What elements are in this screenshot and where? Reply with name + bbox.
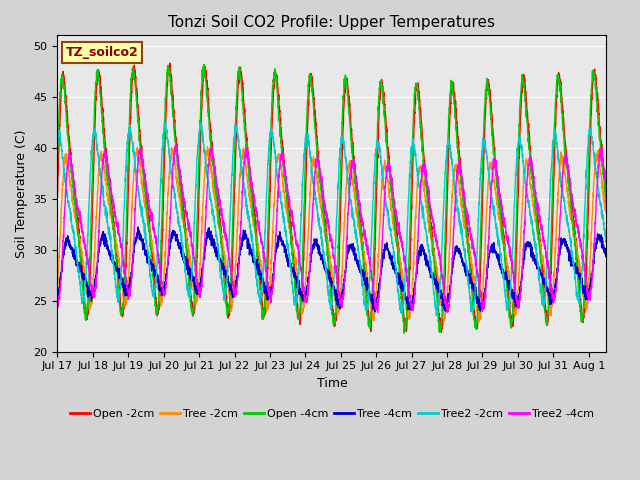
Open -4cm <box>533 221 541 227</box>
Tree -2cm <box>603 210 611 216</box>
Tree2 -4cm <box>288 214 296 219</box>
Open -2cm <box>288 235 296 240</box>
Tree2 -2cm <box>592 171 600 177</box>
Tree2 -4cm <box>54 296 61 302</box>
Tree2 -2cm <box>54 136 61 142</box>
Open -4cm <box>288 243 296 249</box>
Tree2 -4cm <box>148 218 156 224</box>
Open -4cm <box>200 61 208 67</box>
Tree2 -4cm <box>264 281 272 287</box>
Tree2 -4cm <box>116 235 124 240</box>
Open -2cm <box>116 293 124 299</box>
Tree2 -2cm <box>433 313 440 319</box>
Open -2cm <box>148 259 156 265</box>
Text: TZ_soilco2: TZ_soilco2 <box>66 46 138 59</box>
Line: Open -2cm: Open -2cm <box>58 63 607 332</box>
Tree -2cm <box>533 223 541 229</box>
Tree2 -2cm <box>148 292 156 298</box>
Tree -4cm <box>116 272 124 277</box>
Tree -2cm <box>204 144 211 150</box>
Open -2cm <box>166 60 173 66</box>
Tree -2cm <box>54 285 61 291</box>
Tree -4cm <box>54 294 61 300</box>
Open -4cm <box>264 216 272 222</box>
Tree2 -2cm <box>116 286 124 292</box>
Open -2cm <box>533 205 541 211</box>
Tree -2cm <box>475 319 483 325</box>
Tree -4cm <box>442 309 450 314</box>
Open -2cm <box>54 194 61 200</box>
Tree -4cm <box>288 266 296 272</box>
Open -4cm <box>54 159 61 165</box>
Tree -2cm <box>264 305 272 311</box>
Tree -4cm <box>603 249 611 255</box>
Open -2cm <box>603 191 611 197</box>
X-axis label: Time: Time <box>317 377 348 390</box>
Legend: Open -2cm, Tree -2cm, Open -4cm, Tree -4cm, Tree2 -2cm, Tree2 -4cm: Open -2cm, Tree -2cm, Open -4cm, Tree -4… <box>65 405 598 423</box>
Line: Tree -4cm: Tree -4cm <box>58 227 607 312</box>
Tree2 -4cm <box>592 207 600 213</box>
Open -2cm <box>264 258 272 264</box>
Title: Tonzi Soil CO2 Profile: Upper Temperatures: Tonzi Soil CO2 Profile: Upper Temperatur… <box>168 15 495 30</box>
Open -4cm <box>116 305 124 311</box>
Tree2 -2cm <box>533 253 541 259</box>
Line: Tree -2cm: Tree -2cm <box>58 147 607 322</box>
Tree -2cm <box>148 244 156 250</box>
Tree2 -2cm <box>603 239 611 245</box>
Line: Tree2 -2cm: Tree2 -2cm <box>58 122 607 316</box>
Line: Open -4cm: Open -4cm <box>58 64 607 333</box>
Open -4cm <box>592 86 600 92</box>
Tree -4cm <box>533 259 541 265</box>
Tree -2cm <box>592 159 600 165</box>
Open -4cm <box>603 199 611 205</box>
Tree2 -4cm <box>603 182 611 188</box>
Tree -4cm <box>149 264 157 270</box>
Tree2 -4cm <box>533 205 541 211</box>
Y-axis label: Soil Temperature (C): Soil Temperature (C) <box>15 129 28 258</box>
Tree2 -2cm <box>264 157 272 163</box>
Open -2cm <box>592 76 600 82</box>
Tree -4cm <box>264 288 272 294</box>
Tree2 -2cm <box>162 120 170 125</box>
Tree -4cm <box>134 224 142 230</box>
Tree -2cm <box>116 268 124 274</box>
Tree2 -4cm <box>173 144 180 149</box>
Tree2 -4cm <box>374 310 381 315</box>
Tree2 -2cm <box>288 278 296 284</box>
Line: Tree2 -4cm: Tree2 -4cm <box>58 146 607 312</box>
Tree -2cm <box>288 245 296 251</box>
Open -4cm <box>148 274 156 279</box>
Tree -4cm <box>592 244 600 250</box>
Open -4cm <box>400 330 408 336</box>
Open -2cm <box>438 329 445 335</box>
